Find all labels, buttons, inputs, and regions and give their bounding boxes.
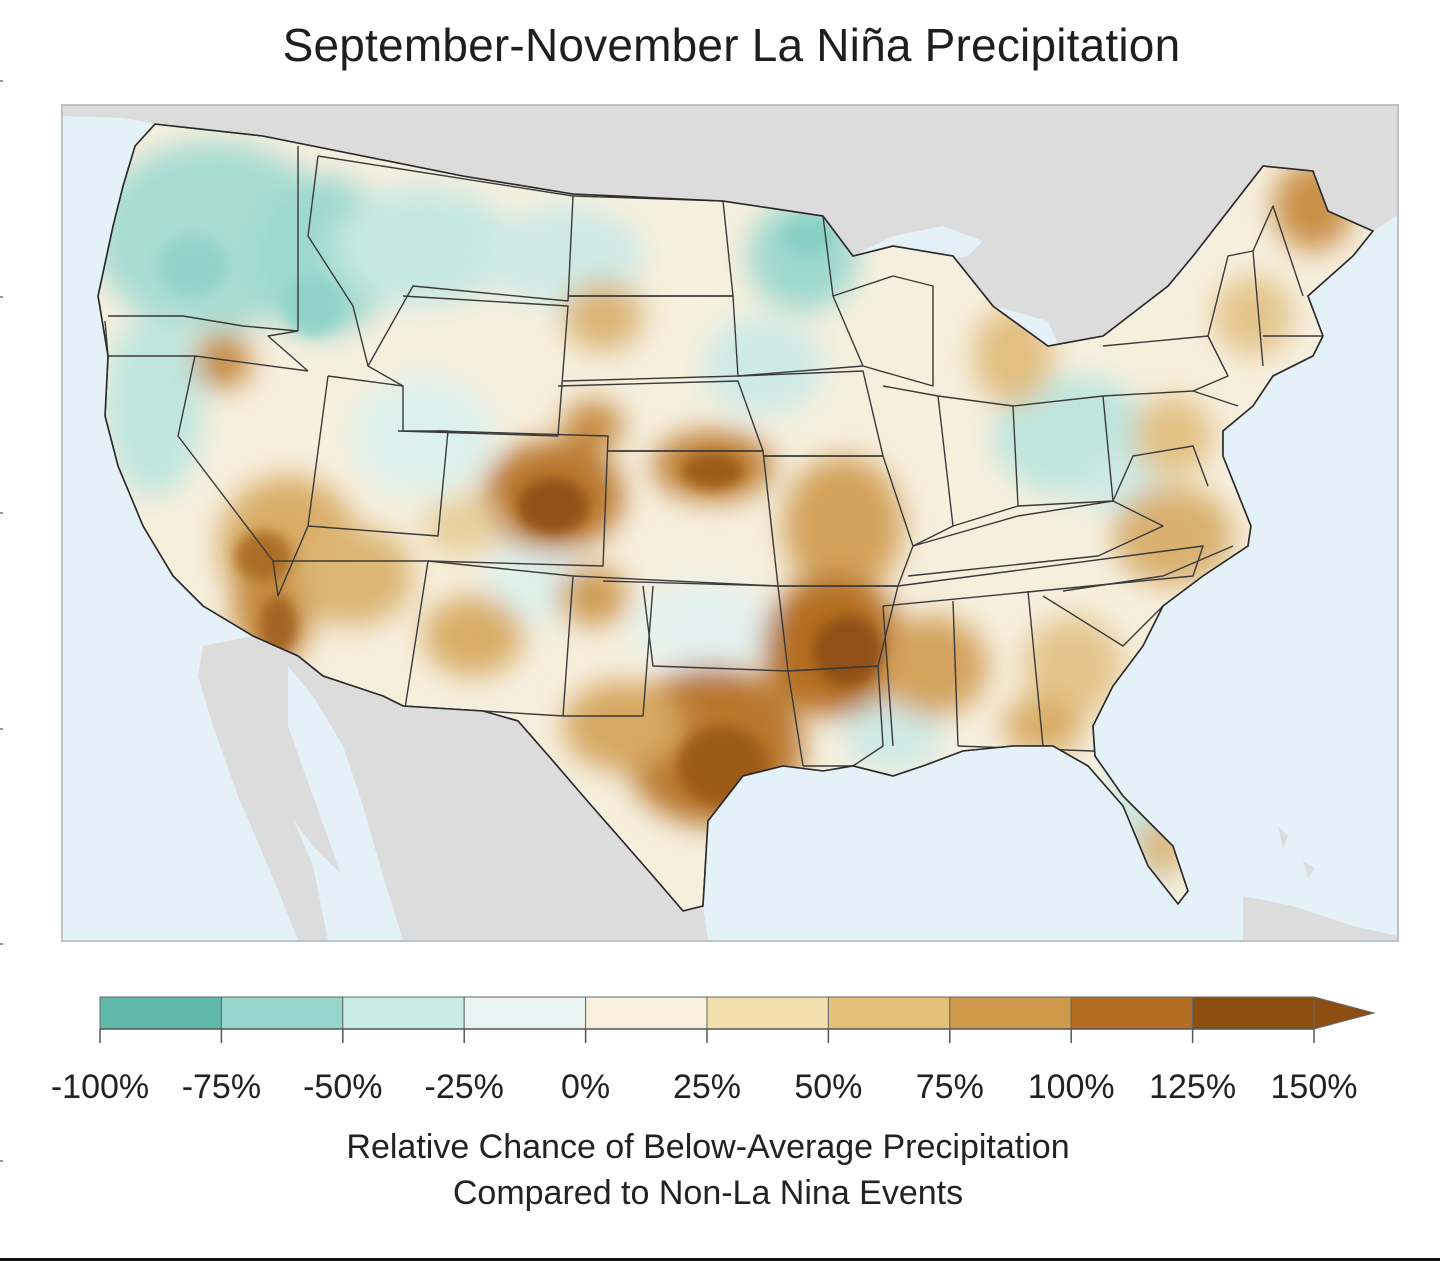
legend-swatch bbox=[827, 996, 951, 1030]
edge-mark bbox=[0, 1160, 3, 1162]
bahamas bbox=[1278, 826, 1315, 878]
precipitation-map bbox=[63, 106, 1397, 940]
mexico-landmass bbox=[203, 636, 708, 940]
map-panel bbox=[61, 104, 1399, 942]
us-border-outline bbox=[97, 123, 1375, 912]
legend-swatch bbox=[1192, 996, 1315, 1030]
legend-tick-label: 75% bbox=[915, 1068, 984, 1106]
edge-mark bbox=[0, 728, 3, 730]
legend-tick-label: 100% bbox=[1027, 1068, 1115, 1106]
legend-caption-line-2: Compared to Non-La Nina Events bbox=[452, 1174, 964, 1212]
legend-tick-label: 0% bbox=[561, 1068, 611, 1106]
legend-swatch bbox=[463, 996, 587, 1030]
legend-tick-label: -25% bbox=[424, 1068, 504, 1106]
legend-swatch bbox=[220, 996, 344, 1030]
legend-caption-line-1: Relative Chance of Below-Average Precipi… bbox=[346, 1128, 1070, 1166]
legend-tick-label: -75% bbox=[181, 1068, 262, 1106]
legend-colorbar bbox=[99, 996, 1376, 1043]
legend-tick-label: 150% bbox=[1270, 1068, 1358, 1106]
baja-peninsula bbox=[198, 646, 328, 940]
legend-extend-arrow bbox=[1313, 996, 1376, 1030]
edge-mark bbox=[0, 296, 3, 298]
cuba bbox=[1243, 896, 1397, 940]
baja-gulf bbox=[288, 666, 403, 940]
edge-mark bbox=[0, 80, 3, 82]
legend-tick-label: -100% bbox=[50, 1068, 150, 1106]
legend-tick-label: 125% bbox=[1149, 1068, 1237, 1106]
legend-swatch bbox=[99, 996, 222, 1030]
legend-tick-label: 50% bbox=[794, 1068, 863, 1106]
legend-swatch bbox=[949, 996, 1072, 1030]
legend-tick-label: 25% bbox=[672, 1068, 742, 1106]
legend-tick-label: -50% bbox=[303, 1068, 383, 1106]
legend-swatch bbox=[1070, 996, 1194, 1030]
edge-mark bbox=[0, 512, 3, 514]
legend-swatch bbox=[342, 996, 465, 1030]
map-title: September-November La Niña Precipitation bbox=[282, 19, 1181, 71]
legend-swatch bbox=[585, 996, 708, 1030]
edge-mark bbox=[0, 943, 3, 945]
legend-swatch bbox=[706, 996, 829, 1030]
state-boundaries bbox=[104, 146, 1324, 767]
canada-landmass bbox=[63, 106, 1397, 346]
bottom-rule bbox=[0, 1258, 1440, 1261]
